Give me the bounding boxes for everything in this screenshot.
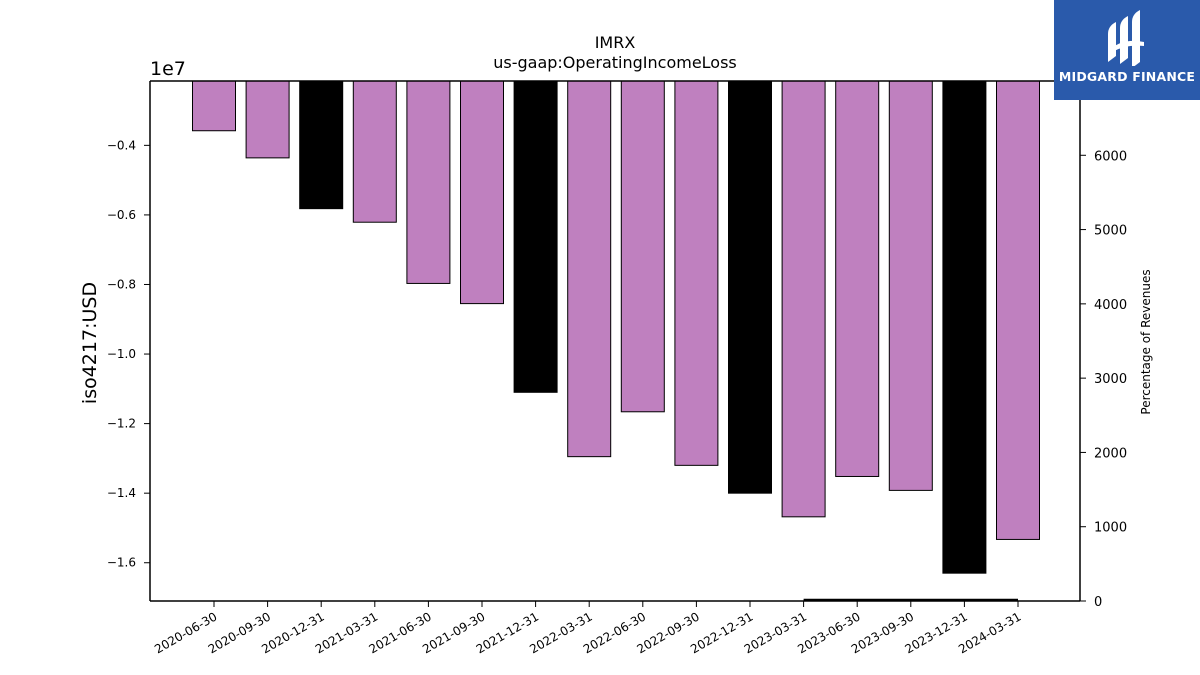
- bar: [299, 80, 344, 210]
- y2-axis-label: Percentage of Revenues: [1139, 269, 1153, 414]
- chart-title: IMRX: [595, 33, 636, 52]
- bar: [513, 80, 558, 393]
- y2-tick-label: 1000: [1094, 521, 1127, 536]
- y2-tick-label: 3000: [1094, 372, 1127, 387]
- bar: [942, 80, 987, 574]
- chart-subtitle: us-gaap:OperatingIncomeLoss: [493, 53, 737, 72]
- y-tick-label: −1.6: [107, 556, 136, 570]
- logo-mark-icon: [1108, 10, 1144, 66]
- midgard-finance-logo: MIDGARD FINANCE: [1054, 0, 1200, 100]
- y-offset-label: 1e7: [150, 58, 186, 80]
- bar: [245, 80, 290, 159]
- bar: [674, 80, 719, 466]
- y-tick-label: −0.6: [107, 208, 136, 222]
- bar: [406, 80, 451, 284]
- y2-tick-label: 2000: [1094, 446, 1127, 461]
- y2-tick-label: 4000: [1094, 298, 1127, 313]
- y-tick-label: −0.4: [107, 138, 136, 152]
- bar: [352, 80, 397, 223]
- bar: [888, 80, 933, 491]
- bar: [835, 80, 880, 477]
- bar: [728, 80, 772, 494]
- y2-tick-label: 5000: [1094, 224, 1127, 239]
- bar: [567, 80, 612, 458]
- bar: [996, 80, 1040, 540]
- y-tick-label: −0.8: [107, 277, 136, 291]
- bar: [460, 80, 504, 305]
- logo-text: MIDGARD FINANCE: [1058, 69, 1196, 84]
- y-tick-label: −1.4: [107, 486, 136, 500]
- bar: [781, 80, 826, 518]
- y-axis-label: iso4217:USD: [79, 282, 101, 404]
- bar: [620, 80, 665, 413]
- bar: [192, 80, 236, 132]
- y-tick-label: −1.2: [107, 417, 136, 431]
- y2-tick-label: 0: [1094, 595, 1102, 610]
- y-tick-label: −1.0: [107, 347, 136, 361]
- y2-tick-label: 6000: [1094, 149, 1127, 164]
